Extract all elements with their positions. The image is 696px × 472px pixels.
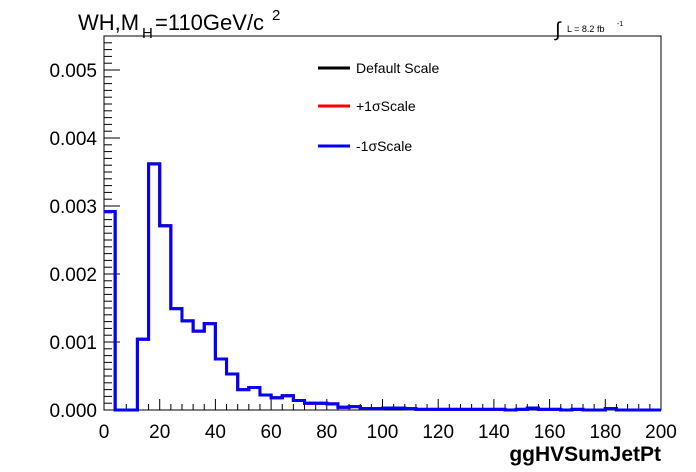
legend: Default Scale +1σScale -1σScale xyxy=(318,60,439,154)
x-tick-label: 20 xyxy=(149,422,170,443)
lumi-superscript: -1 xyxy=(617,21,623,28)
x-tick-label: 0 xyxy=(99,422,110,443)
plot-frame xyxy=(103,35,662,411)
x-tick-label: 80 xyxy=(316,422,337,443)
axis-ticks xyxy=(103,35,662,411)
y-tick-label: 0.003 xyxy=(49,197,97,218)
title-main: WH,M xyxy=(78,10,139,35)
y-tick-label: 0.004 xyxy=(49,129,97,150)
title-subscript: H xyxy=(142,25,153,42)
histogram-series xyxy=(104,162,661,412)
histogram-series-1 xyxy=(104,162,661,412)
histogram-series-2 xyxy=(104,162,661,412)
lumi-label: L = 8.2 fb xyxy=(567,24,604,34)
x-tick-label: 40 xyxy=(205,422,226,443)
legend-label-default: Default Scale xyxy=(356,60,439,76)
y-tick-label: 0.005 xyxy=(49,61,97,82)
y-tick-label: 0.002 xyxy=(49,265,97,286)
y-tick-label: 0.001 xyxy=(49,333,97,354)
x-axis-title: ggHVSumJetPt xyxy=(509,443,661,466)
legend-label-minus: -1σScale xyxy=(356,138,412,154)
x-tick-label: 140 xyxy=(478,422,510,443)
x-tick-label: 160 xyxy=(534,422,566,443)
x-tick-label: 180 xyxy=(589,422,621,443)
x-tick-label: 200 xyxy=(645,422,677,443)
legend-label-plus: +1σScale xyxy=(356,98,416,114)
histogram-series-0 xyxy=(104,162,661,412)
title-superscript: 2 xyxy=(272,7,280,24)
lumi-integral-symbol: ∫ xyxy=(554,19,562,41)
x-tick-label: 60 xyxy=(261,422,282,443)
title-rest: =110GeV/c xyxy=(155,10,264,35)
axis-tick-labels: 0 20 40 60 80 100 120 140 160 180 200 0.000 0.001 0.0… xyxy=(49,61,676,443)
x-tick-label: 120 xyxy=(422,422,454,443)
x-tick-label: 100 xyxy=(367,422,399,443)
y-tick-label: 0.000 xyxy=(49,401,97,422)
